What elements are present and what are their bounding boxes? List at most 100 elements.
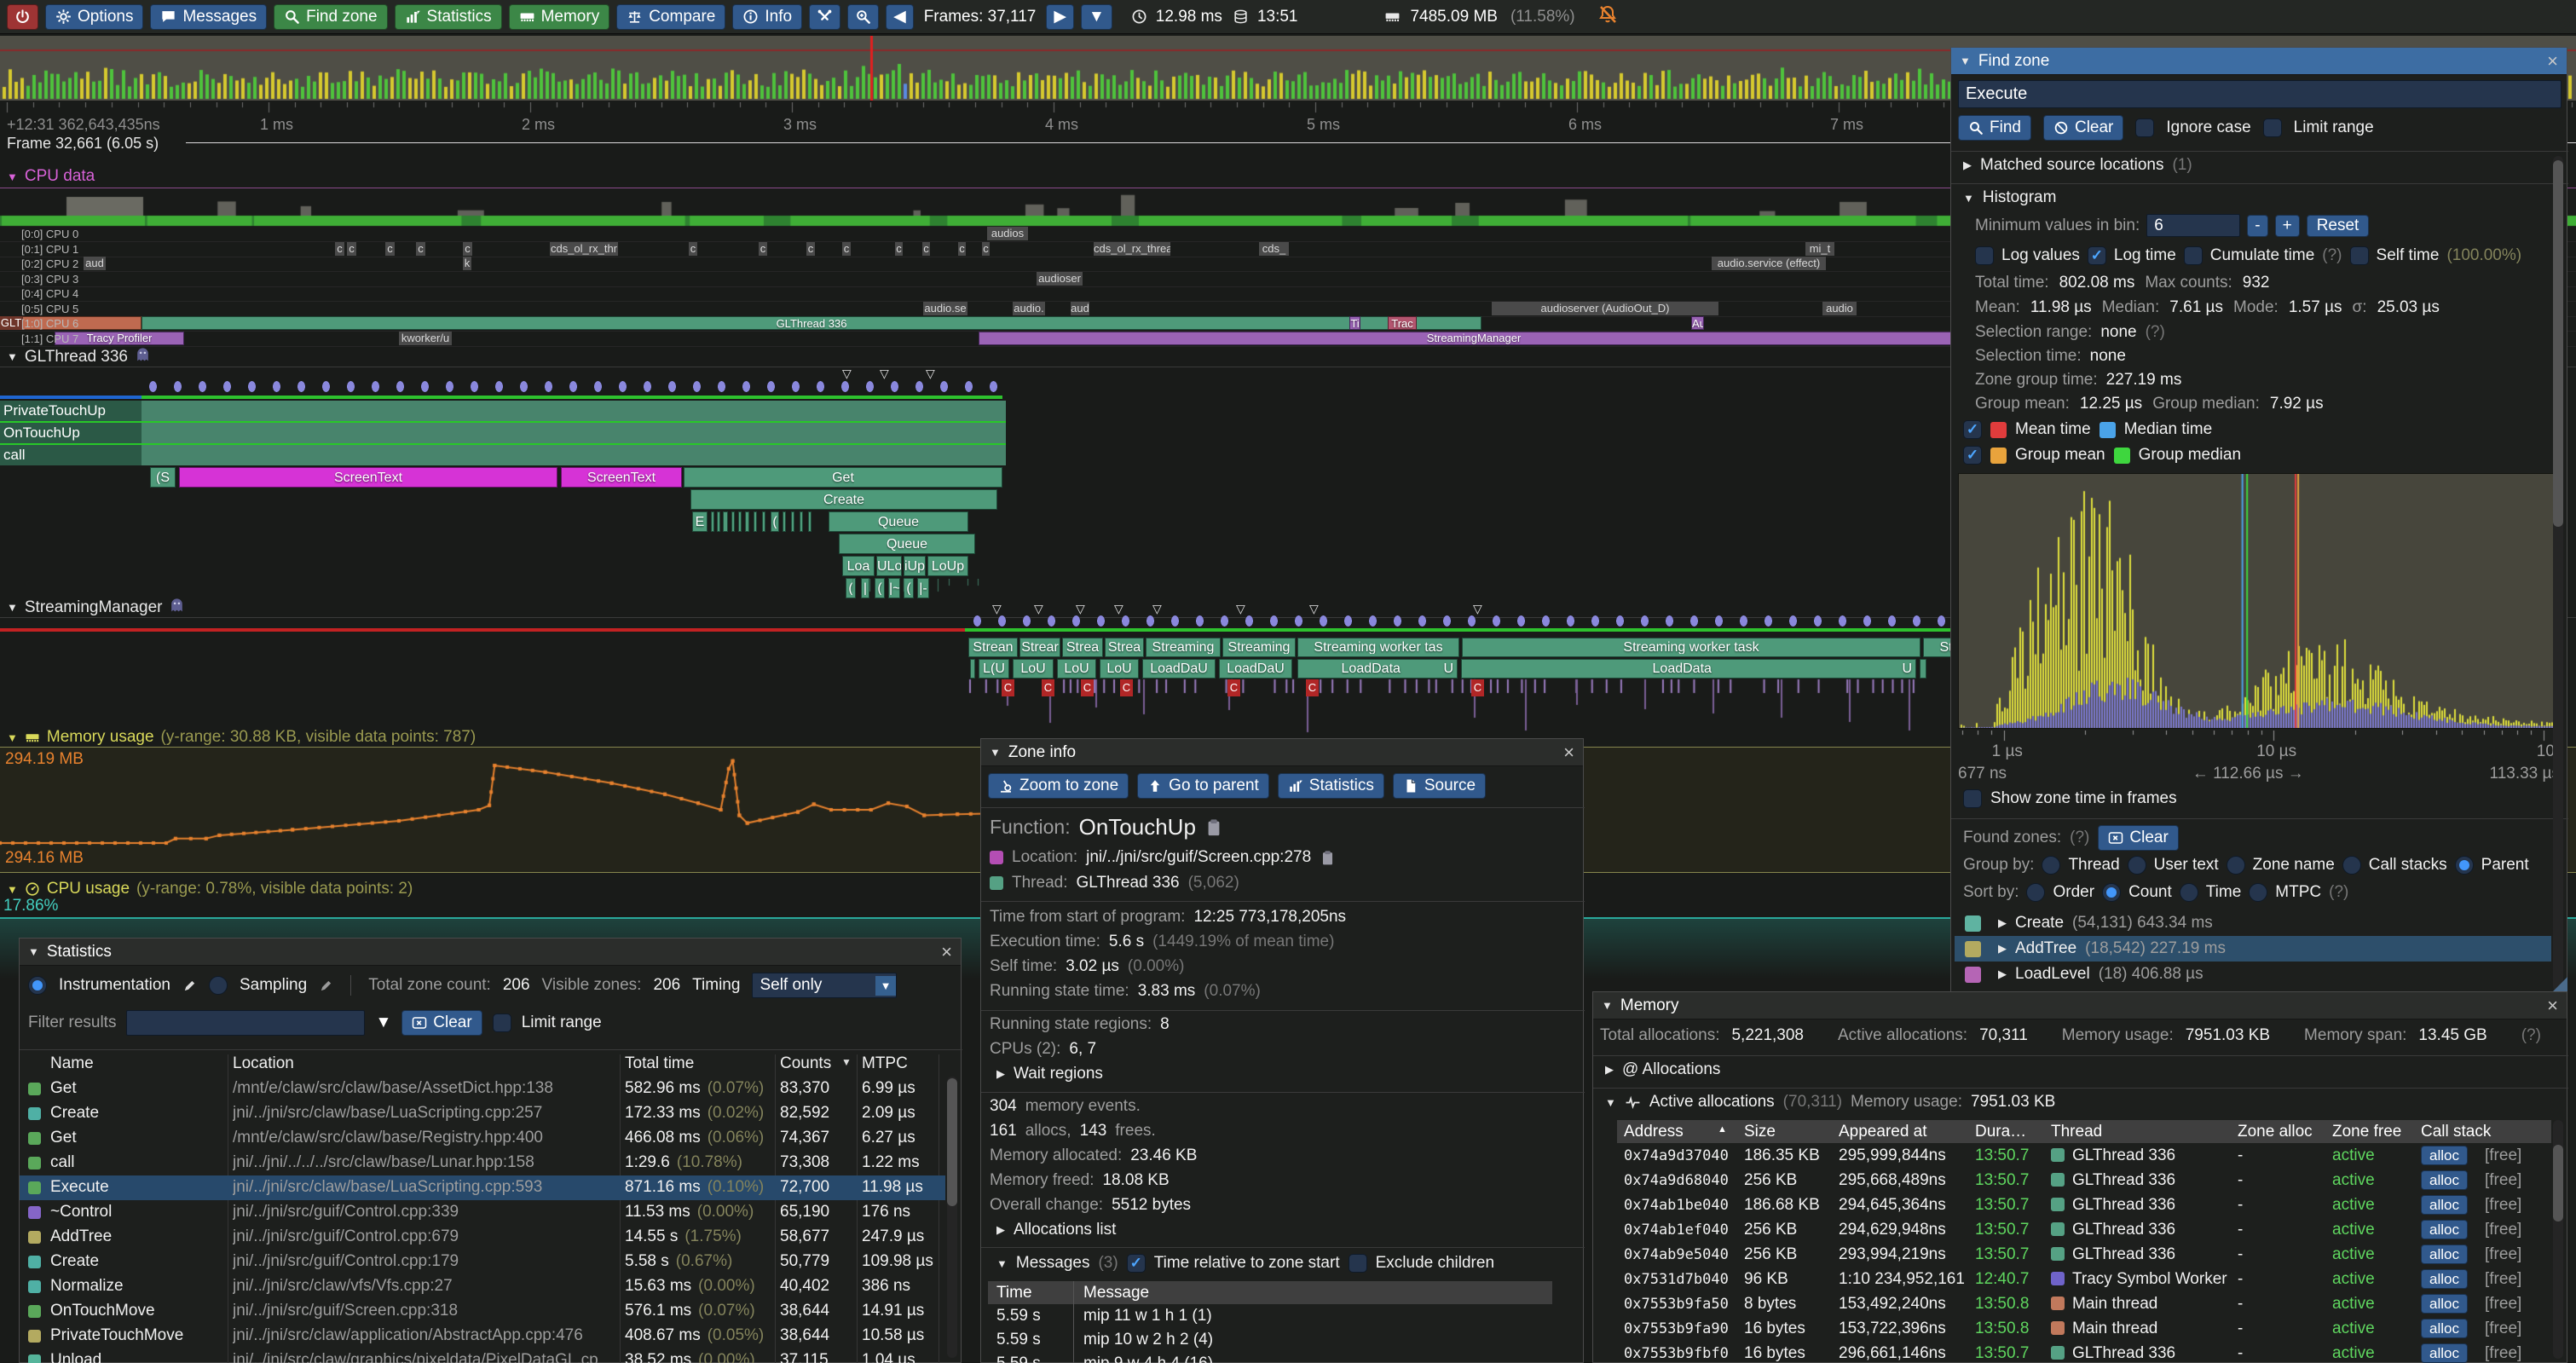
timeline-zone[interactable]: aud <box>84 257 106 270</box>
found-clear-button[interactable]: Clear <box>2098 825 2179 851</box>
checkbox-opt-2[interactable] <box>2183 246 2203 265</box>
open-zone-bar[interactable] <box>0 423 1006 443</box>
table-row[interactable]: 0x74ab1be040 186.68 KB 294,645,364ns 13:50.… <box>1617 1193 2551 1217</box>
timeline-zone[interactable]: Streaming <box>1146 638 1221 657</box>
timeline-zone[interactable]: ScreenText <box>179 467 557 488</box>
min-values-input[interactable]: 6 <box>2146 214 2241 237</box>
timing-dropdown[interactable]: Self only ▼ <box>752 973 898 998</box>
timeline-zone[interactable]: audio. <box>1013 301 1045 315</box>
timeline-zone[interactable]: c <box>463 241 472 256</box>
window-titlebar[interactable]: ▼ Statistics × <box>20 939 961 966</box>
timeline-zone[interactable]: cds_ol_rx_thr <box>550 241 618 256</box>
timeline-zone[interactable] <box>783 511 786 532</box>
timeline-zone[interactable]: c <box>385 241 395 256</box>
timeline-zone[interactable]: c <box>806 241 815 256</box>
radio-sortby-2[interactable] <box>2179 883 2198 902</box>
timeline-zone[interactable]: c <box>347 241 356 256</box>
table-row[interactable]: ~Control jni/../jni/src/guif/Control.cpp:… <box>20 1200 945 1225</box>
timeline-zone[interactable]: c <box>842 241 851 256</box>
timeline-zone[interactable]: Ti <box>1349 316 1360 330</box>
timeline-zone[interactable] <box>711 511 714 532</box>
timeline-zone[interactable]: cds_ <box>1259 241 1289 256</box>
message-marker-icon[interactable]: ▽ <box>880 367 889 380</box>
glthread-section-header[interactable]: ▼ GLThread 336 <box>7 346 151 367</box>
compare-button[interactable]: Compare <box>616 3 726 30</box>
table-row[interactable]: 0x74a9d68040 256 KB 295,668,489ns 13:50.7 GL… <box>1617 1168 2551 1193</box>
message-marker-icon[interactable]: ▽ <box>992 602 1002 615</box>
close-icon[interactable]: × <box>2547 49 2558 72</box>
timeline-zone[interactable]: LoU <box>1013 659 1054 679</box>
table-row[interactable]: PrivateTouchMove jni/../jni/src/claw/appl… <box>20 1324 945 1349</box>
table-row[interactable]: Unload jni/../jni/src/claw/graphics/pixel… <box>20 1349 945 1363</box>
timeline-zone[interactable]: c <box>335 241 344 256</box>
streaming-section-header[interactable]: ▼ StreamingManager <box>7 597 185 618</box>
radio-sortby-1[interactable] <box>2102 883 2122 902</box>
timeline-zone[interactable] <box>808 511 811 532</box>
timeline-zone[interactable]: Queue <box>839 534 975 554</box>
table-row[interactable]: Create jni/../jni/src/guif/Control.cpp:17… <box>20 1250 945 1274</box>
checkbox-show-zone-time[interactable] <box>1963 789 1982 808</box>
timeline-zone[interactable]: Streaming worker tas <box>1297 638 1459 657</box>
timeline-zone[interactable]: StreamingManager <box>979 331 1969 345</box>
timeline-zone[interactable] <box>717 511 720 532</box>
timeline-zone[interactable]: c <box>416 241 425 256</box>
timeline-zone[interactable] <box>970 659 975 679</box>
table-row[interactable]: Create jni/../jni/src/claw/base/LuaScript… <box>20 1101 945 1126</box>
message-row[interactable]: 5.59 s mip 9 w 4 h 4 (16) <box>988 1352 1552 1363</box>
lock-marker[interactable]: C <box>1227 679 1240 696</box>
table-row[interactable]: AddTree jni/../jni/src/guif/Control.cpp:6… <box>20 1225 945 1250</box>
open-zone-bar[interactable] <box>0 401 1006 421</box>
lock-marker[interactable]: C <box>1042 679 1054 696</box>
memory-button[interactable]: Memory <box>508 3 610 30</box>
plus-button[interactable]: + <box>2274 214 2300 237</box>
timeline-zone[interactable]: L(U <box>979 659 1009 679</box>
cpu-data-section-header[interactable]: ▼ CPU data <box>7 167 95 186</box>
timeline-zone[interactable]: c <box>689 241 697 256</box>
timeline-zone[interactable] <box>738 511 742 532</box>
timeline-zone[interactable]: E <box>692 511 708 532</box>
alloc-callstack-button[interactable]: alloc <box>2421 1294 2468 1314</box>
active-allocations-row[interactable]: ▼ Active allocations (70,311) Memory usage:… <box>1605 1093 2055 1112</box>
window-titlebar[interactable]: ▼ Find zone × <box>1951 48 2567 75</box>
timeline-zone[interactable] <box>791 511 794 532</box>
power-button[interactable] <box>7 3 38 30</box>
timeline-zone[interactable] <box>745 511 749 532</box>
table-row[interactable]: Get/mnt/e/claw/src/claw/base/Registry.hp… <box>20 1126 945 1151</box>
timeline-zone[interactable]: LoadData U <box>1461 659 1916 679</box>
reset-button[interactable]: Reset <box>2306 214 2370 237</box>
timeline-zone[interactable]: kworker/u <box>399 331 452 345</box>
timeline-zone[interactable]: c <box>958 241 966 256</box>
message-marker-icon[interactable]: ▽ <box>1236 602 1245 615</box>
timeline-zone[interactable] <box>800 511 803 532</box>
radio-sampling[interactable] <box>208 976 228 995</box>
message-marker-icon[interactable]: ▽ <box>1152 602 1162 615</box>
table-row[interactable]: Execute jni/../jni/src/claw/base/LuaScrip… <box>20 1175 945 1200</box>
timeline-zone[interactable]: Tracy Profiler <box>55 331 184 345</box>
checkbox-ignore-case[interactable] <box>2135 118 2155 137</box>
timeline-zone[interactable] <box>731 511 735 532</box>
timeline-zone[interactable]: iUp <box>904 556 926 576</box>
table-row[interactable]: 0x7553b9fa50 8 bytes 153,492,240ns 13:50.8 M… <box>1617 1291 2551 1316</box>
table-row[interactable]: 0x74ab9e5040 256 KB 293,994,219ns 13:50.7 GL… <box>1617 1242 2551 1267</box>
checkbox-exclude-children[interactable] <box>1348 1254 1367 1273</box>
frame-menu-button[interactable]: ▼ <box>1080 3 1112 30</box>
message-marker-icon[interactable]: ▽ <box>1114 602 1123 615</box>
filter-input[interactable] <box>126 1010 366 1036</box>
zone-button-0[interactable]: Zoom to zone <box>988 773 1129 799</box>
radio-sortby-3[interactable] <box>2249 883 2268 902</box>
timeline-zone[interactable]: Strean <box>968 638 1018 657</box>
lock-marker[interactable]: C <box>1081 679 1094 696</box>
checkbox-legend-1[interactable]: ✓ <box>1963 446 1982 465</box>
cpu-usage-section-header[interactable]: ▼ CPU usage (y-range: 0.78%, visible data … <box>7 880 413 898</box>
tools-button[interactable] <box>809 3 841 30</box>
timeline-zone[interactable]: Loa <box>842 556 875 576</box>
timeline-zone[interactable]: Get <box>684 467 1002 488</box>
checkbox-opt-0[interactable] <box>1975 246 1994 265</box>
timeline-zone[interactable]: Trac <box>1388 316 1417 330</box>
window-titlebar[interactable]: ▼ Zone info × <box>981 739 1583 766</box>
alloc-callstack-button[interactable]: alloc <box>2421 1245 2468 1264</box>
timeline-zone[interactable]: LoadDaU <box>1219 659 1292 679</box>
alloc-callstack-button[interactable]: alloc <box>2421 1146 2468 1165</box>
minus-button[interactable]: - <box>2247 214 2268 237</box>
timeline-zone[interactable]: c <box>922 241 930 256</box>
